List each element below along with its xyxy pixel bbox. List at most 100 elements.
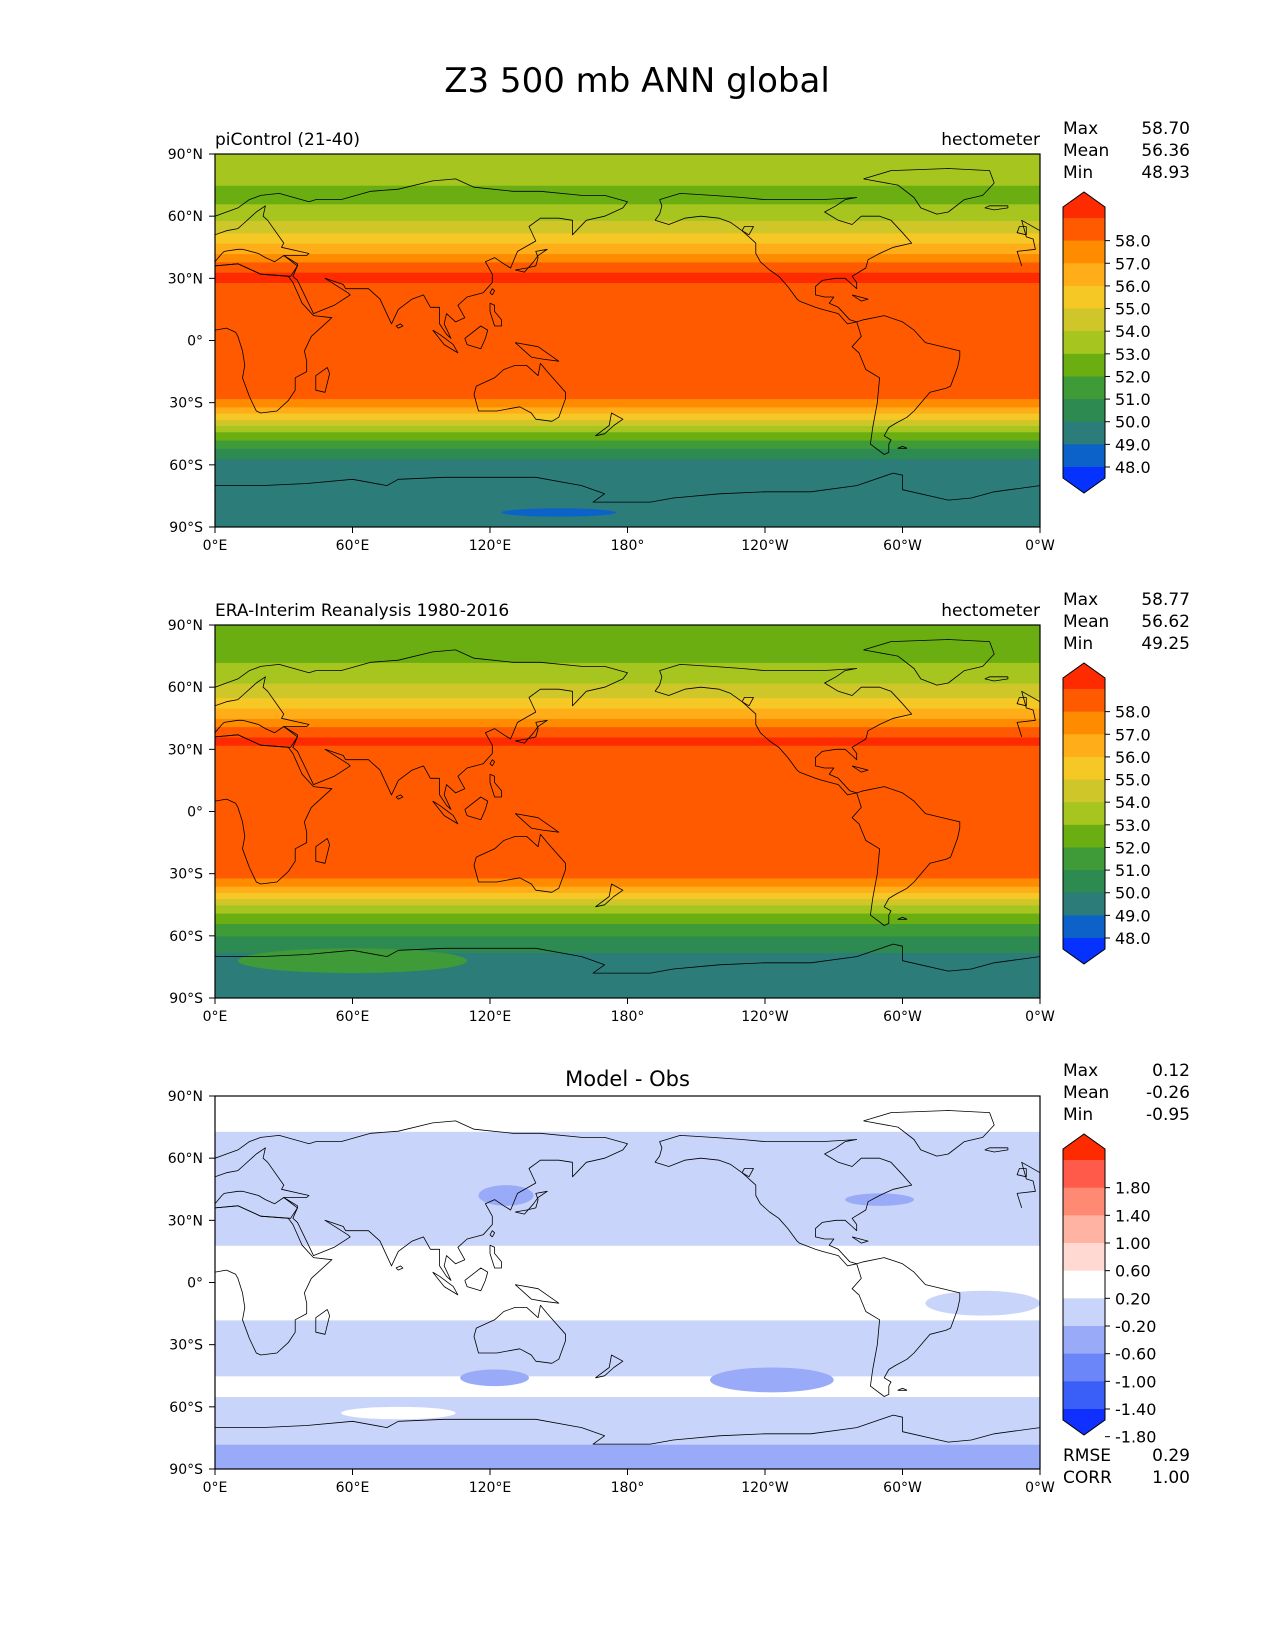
coastlines [215, 639, 1040, 974]
panel-diff: 90°N 60°N 30°N 0° 30°S 60°S 90°S0°E 60°E 120°E 18… [168, 1061, 1190, 1496]
coastline [432, 1271, 459, 1296]
lon-tick-label: 180° [611, 538, 645, 554]
coastline [215, 649, 628, 810]
lat-tick-label: 60°N [168, 680, 203, 696]
coastline [851, 1236, 869, 1244]
colorbar-tick-label: 50.0 [1115, 413, 1151, 432]
lon-tick-label: 0°E [203, 1009, 228, 1025]
contour-band [215, 406, 1040, 414]
contour-band [215, 1096, 1040, 1132]
contour-band [215, 718, 1040, 728]
contour-band [215, 243, 1040, 255]
contour-band [215, 726, 1040, 738]
contour-band [215, 1396, 1040, 1445]
coastline [215, 943, 1040, 974]
colorbar-tick-label: 51.0 [1115, 390, 1151, 409]
colorbar-tick-label: -0.60 [1115, 1345, 1156, 1364]
coastline [863, 168, 995, 215]
stat-value: 56.62 [1141, 612, 1190, 632]
lon-tick-label: 120°W [741, 1009, 789, 1025]
colorbar-tick-label: 50.0 [1115, 884, 1151, 903]
colorbar-tick-label: 1.40 [1115, 1206, 1151, 1225]
coastline [851, 1257, 961, 1397]
colorbar-swatch [1063, 1381, 1105, 1410]
colorbar-tick-label: 0.20 [1115, 1289, 1151, 1308]
contour-band [215, 419, 1040, 427]
contour-patch [845, 1193, 914, 1206]
coastline [851, 294, 869, 302]
colorbar-tick-label: 53.0 [1115, 816, 1151, 835]
colorbar-swatch [1063, 1243, 1105, 1272]
lat-tick-label: 30°S [169, 1338, 203, 1354]
contour-band [215, 707, 1040, 719]
stat-label: Mean [1063, 612, 1109, 632]
stat-label: Max [1063, 119, 1098, 139]
lat-tick-label: 0° [187, 334, 203, 350]
coastline [851, 765, 869, 773]
colorbar-outline [1062, 191, 1106, 494]
contour-band [215, 413, 1040, 420]
colorbar-swatch [1063, 734, 1105, 758]
colorbar-swatch [1063, 1298, 1105, 1327]
coastline [464, 325, 489, 350]
colorbar: 58.0 57.0 56.0 55.0 54.0 53.0 52.0 51.0 50.0 49.0… [1062, 662, 1151, 965]
colorbar-swatch [1063, 1215, 1105, 1244]
coastline [489, 302, 502, 327]
contour-band [215, 1245, 1040, 1321]
contour-band [215, 185, 1040, 205]
coastline [514, 1284, 560, 1304]
lat-tick-label: 0° [187, 805, 203, 821]
lon-tick-label: 120°E [469, 1480, 512, 1496]
colorbar-swatch [1063, 263, 1105, 287]
coastline [741, 226, 754, 236]
lat-tick-label: 60°S [169, 929, 203, 945]
lon-tick-label: 60°W [883, 1009, 922, 1025]
coastline [473, 1304, 566, 1364]
coastline [315, 838, 330, 864]
contour-band [215, 439, 1040, 449]
coastline [489, 288, 495, 296]
colorbar-swatch [1063, 689, 1105, 713]
colorbar-tick-label: 52.0 [1115, 367, 1151, 386]
contour-band [215, 1375, 1040, 1398]
lon-tick-label: 180° [611, 1480, 645, 1496]
coastline [395, 794, 404, 800]
map-field [215, 154, 1040, 527]
contour-patch [341, 1406, 456, 1420]
contour-band [215, 232, 1040, 244]
contour-patch [478, 1185, 534, 1206]
coastline [489, 773, 502, 798]
lon-tick-label: 120°E [469, 1009, 512, 1025]
colorbar-tick-label: -1.80 [1115, 1428, 1156, 1447]
lat-tick-label: 30°N [168, 742, 203, 758]
coastline [489, 1230, 495, 1238]
colorbar-tick-label: 49.0 [1115, 435, 1151, 454]
colorbar-extend-max [1063, 1134, 1105, 1160]
stat-value: 56.36 [1141, 141, 1190, 161]
coastline [897, 445, 908, 449]
lat-tick-label: 90°S [169, 520, 203, 536]
coastline [395, 1265, 404, 1271]
contour-band [215, 1131, 1040, 1221]
coastline [315, 367, 330, 393]
contour-band [215, 923, 1040, 937]
coastline [315, 1309, 330, 1335]
contour-band [215, 272, 1040, 284]
contour-band [215, 448, 1040, 460]
panels-container: 90°N60°N30°N0°30°S60°S90°S0°E 60°E 120°E 18… [168, 119, 1190, 1496]
coastline [395, 323, 404, 329]
coastline [654, 193, 913, 325]
coastline [1016, 219, 1040, 267]
colorbar-swatch [1063, 1187, 1105, 1216]
coastline [473, 362, 566, 422]
contour-band [215, 458, 1040, 527]
stat-label: Min [1063, 1105, 1093, 1125]
colorbar-swatch [1063, 285, 1105, 310]
coastline [515, 1190, 548, 1215]
lat-tick-label: 90°N [168, 618, 203, 634]
contour-band [215, 898, 1040, 906]
colorbar-tick-label: 56.0 [1115, 277, 1151, 296]
stat-label: Mean [1063, 1083, 1109, 1103]
coastline [654, 664, 913, 796]
